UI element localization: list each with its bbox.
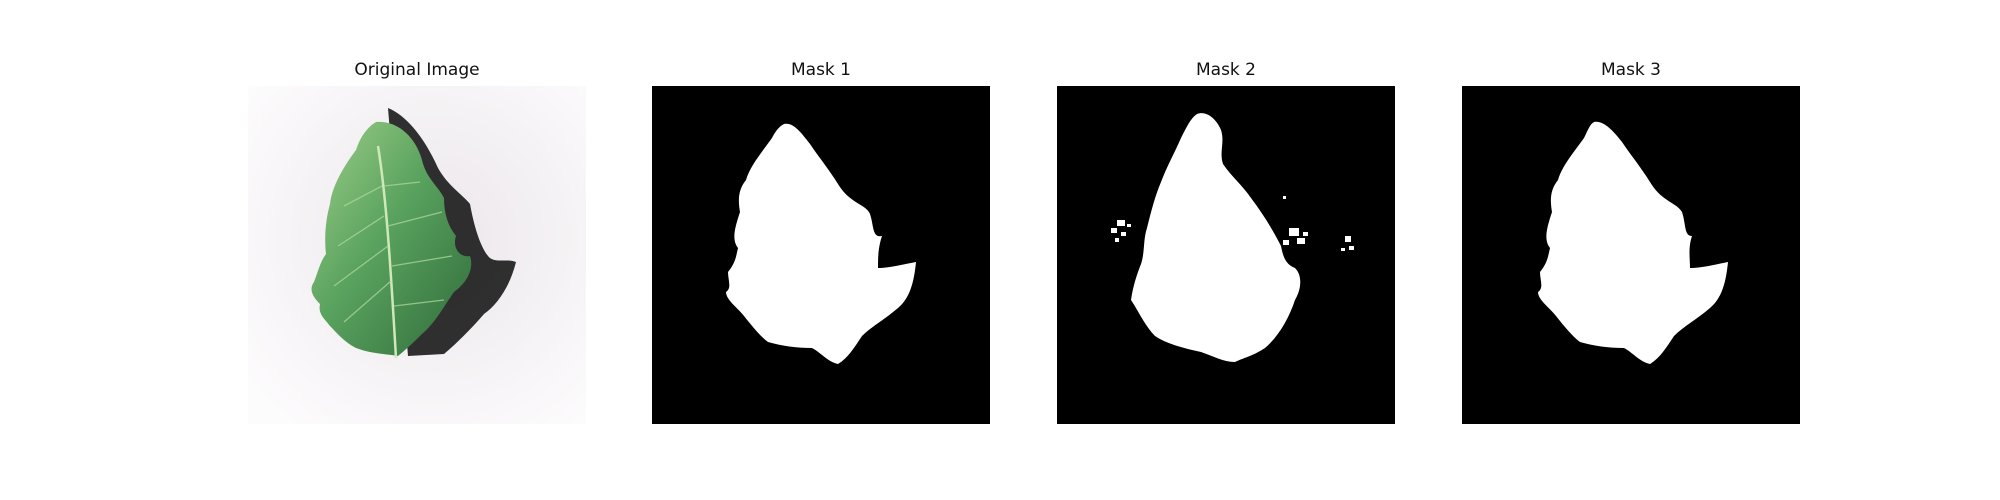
panel-title-mask-3: Mask 3 <box>1600 60 1661 80</box>
original-leaf-image <box>248 86 586 424</box>
figure-panel-mask-3: Mask 3 <box>1462 60 1800 424</box>
panel-title-mask-2: Mask 2 <box>1195 60 1256 80</box>
mask-2-noise-right <box>1283 196 1354 251</box>
leaf-vein <box>333 181 453 323</box>
panel-title-mask-1: Mask 1 <box>790 60 851 80</box>
mask-3 <box>1462 86 1800 424</box>
figure-panel-mask-1: Mask 1 <box>652 60 990 424</box>
figure-panel-original: Original Image <box>248 60 586 424</box>
mask-2-noise-left <box>1111 220 1131 242</box>
mask-1 <box>652 86 990 424</box>
mask-2-region <box>1131 113 1301 362</box>
mask-1-image <box>652 86 990 424</box>
leaf-blade <box>311 121 472 357</box>
figure-panel-mask-2: Mask 2 <box>1057 60 1395 424</box>
mask-2 <box>1057 86 1395 424</box>
leaf-photo <box>248 86 586 424</box>
mask-2-image <box>1057 86 1395 424</box>
mask-1-region <box>726 123 916 364</box>
panel-title-original: Original Image <box>354 60 480 80</box>
mask-3-image <box>1462 86 1800 424</box>
leaf-midrib <box>376 145 398 359</box>
mask-3-region <box>1538 121 1728 364</box>
